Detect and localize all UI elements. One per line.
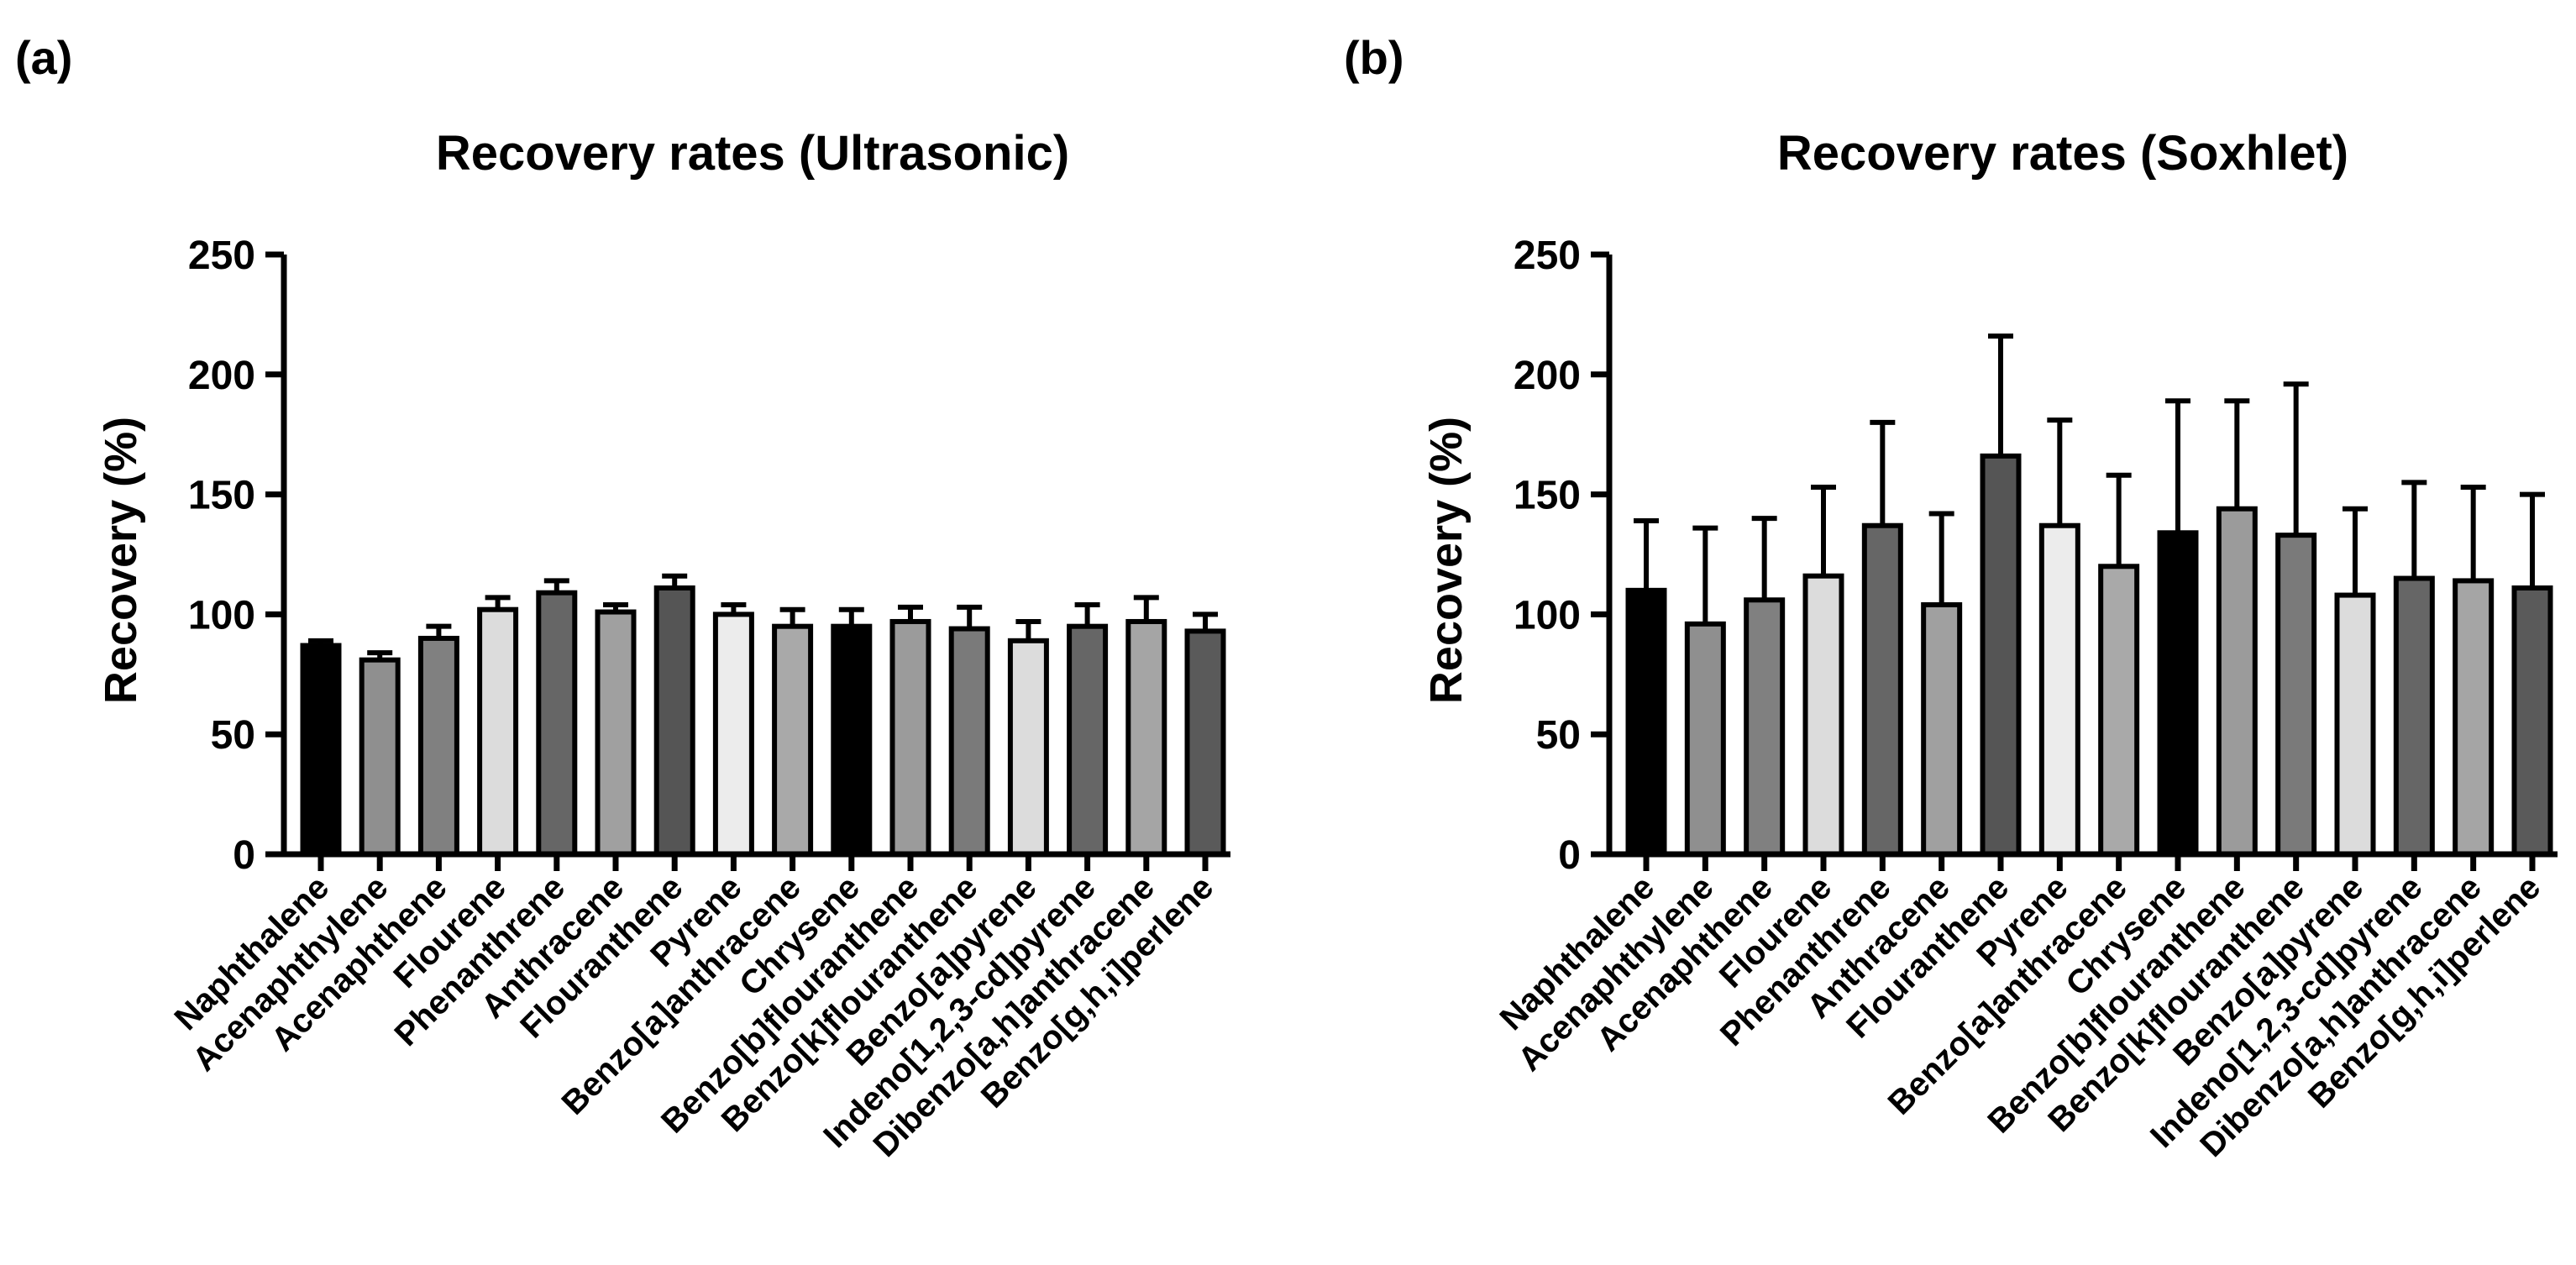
bar [359,657,401,857]
panel-label: (a) [15,31,72,84]
bar [1861,522,1903,858]
y-axis-label: Recovery (%) [96,417,146,704]
y-tick-label: 100 [1514,593,1581,638]
plot-area: 050100150200250NaphthaleneAcenaphthylene… [1493,234,2558,1164]
bar [2511,585,2553,857]
y-tick-label: 200 [1514,354,1581,398]
chart-title: Recovery rates (Ultrasonic) [436,126,1069,181]
bar [2393,575,2435,857]
bar [948,626,990,857]
y-tick-label: 0 [233,833,255,878]
plot-area: 050100150200250NaphthaleneAcenaphthylene… [168,234,1230,1164]
y-tick-label: 200 [188,354,255,398]
y-tick-label: 100 [188,593,255,638]
bar [477,606,519,857]
bar [2098,564,2140,858]
bar [417,635,459,858]
bar [1184,628,1226,858]
bar [1802,573,1844,857]
bar [2453,578,2495,858]
bar [1067,623,1109,857]
bar [1684,621,1726,857]
bar [1125,618,1167,858]
y-tick-label: 250 [1514,234,1581,278]
bar [653,585,695,857]
chart-panel-ultrasonic: (a) Recovery rates (Ultrasonic) Recovery… [15,31,1230,1164]
bar [2157,530,2199,858]
y-axis-label: Recovery (%) [1421,417,1472,704]
bar [300,643,342,858]
bar [2334,592,2376,857]
bar [1744,597,1786,857]
panel-label: (b) [1344,31,1404,84]
bar [1980,453,2022,857]
chart-title: Recovery rates (Soxhlet) [1777,126,2348,181]
bar [1625,587,1667,858]
bar [595,609,637,857]
bar [1007,638,1049,857]
bar [889,618,931,858]
bar [1921,601,1963,857]
bar [712,612,754,858]
bar [2038,522,2080,858]
y-tick-label: 150 [188,474,255,518]
y-tick-label: 50 [1536,713,1581,758]
y-tick-label: 250 [188,234,255,278]
y-tick-label: 150 [1514,474,1581,518]
bar [2275,533,2317,857]
chart-panel-soxhlet: (b) Recovery rates (Soxhlet) Recovery (%… [1344,31,2558,1164]
bar [772,623,814,857]
bar [831,623,873,857]
y-tick-label: 50 [211,713,255,758]
bar [536,590,578,857]
bar [2216,506,2258,858]
y-tick-label: 0 [1558,833,1581,878]
